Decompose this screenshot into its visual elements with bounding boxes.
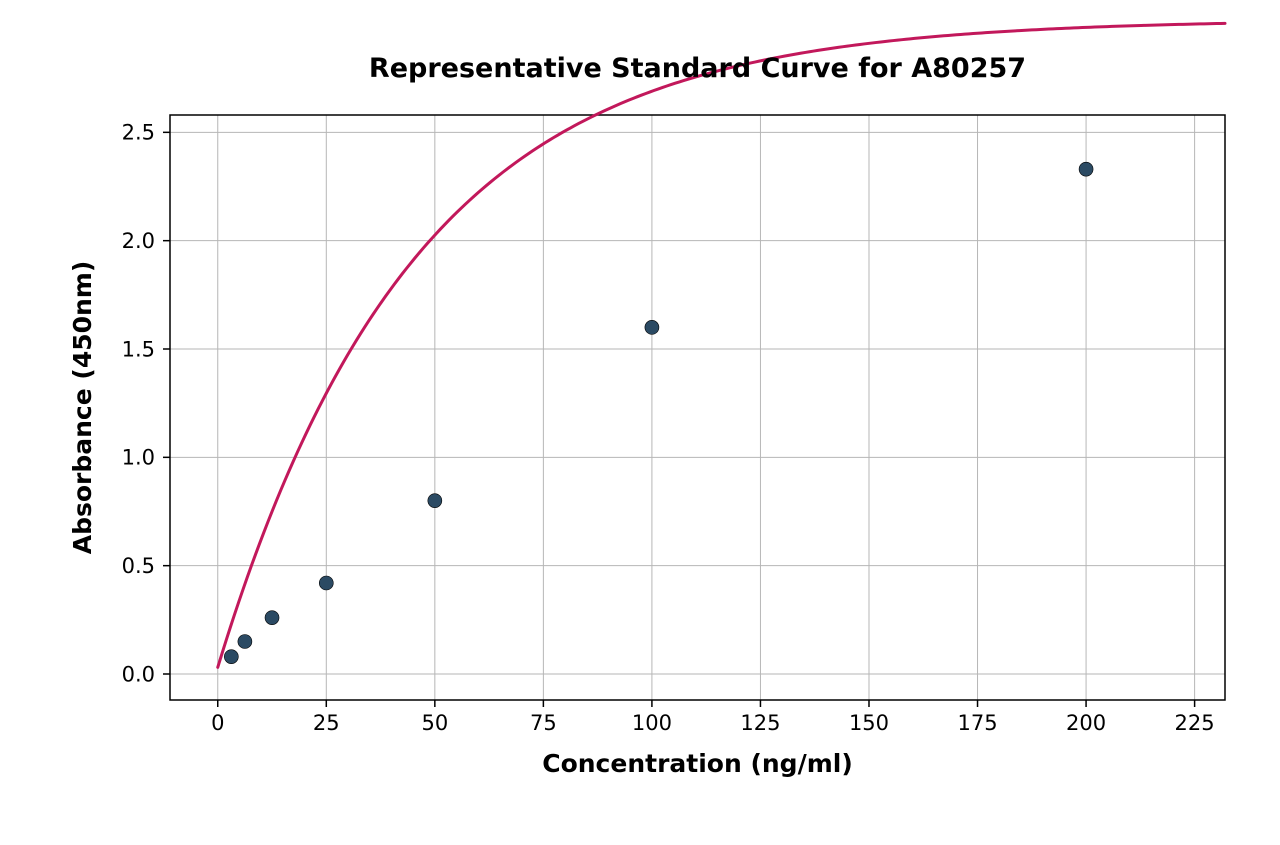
- x-tick-label: 150: [849, 711, 889, 735]
- y-tick-label: 1.0: [122, 446, 155, 470]
- x-tick-label: 0: [211, 711, 224, 735]
- data-point: [645, 320, 659, 334]
- data-points: [224, 162, 1093, 664]
- y-tick-label: 2.0: [122, 229, 155, 253]
- fit-curve: [218, 23, 1225, 667]
- data-point: [428, 494, 442, 508]
- y-tick-label: 0.0: [122, 662, 155, 686]
- grid-layer: [170, 115, 1225, 700]
- data-point: [265, 611, 279, 625]
- data-point: [319, 576, 333, 590]
- y-axis-label: Absorbance (450nm): [68, 261, 97, 555]
- data-point: [1079, 162, 1093, 176]
- x-tick-label: 25: [313, 711, 340, 735]
- x-axis-label: Concentration (ng/ml): [542, 749, 853, 778]
- standard-curve-chart: 0 25 50 75 100 125 150 175 200 225 0.0 0.5 1.0 1.5 2.…: [0, 0, 1280, 845]
- chart-container: 0 25 50 75 100 125 150 175 200 225 0.0 0.5 1.0 1.5 2.…: [0, 0, 1280, 845]
- x-tick-label: 225: [1175, 711, 1215, 735]
- x-tick-label: 50: [421, 711, 448, 735]
- x-ticks: 0 25 50 75 100 125 150 175 200 225: [211, 700, 1215, 735]
- data-point: [224, 650, 238, 664]
- x-tick-label: 200: [1066, 711, 1106, 735]
- plot-frame: [170, 115, 1225, 700]
- chart-title: Representative Standard Curve for A80257: [369, 53, 1026, 84]
- x-tick-label: 175: [957, 711, 997, 735]
- x-tick-label: 75: [530, 711, 557, 735]
- y-tick-label: 2.5: [122, 121, 155, 145]
- x-tick-label: 100: [632, 711, 672, 735]
- y-tick-label: 1.5: [122, 337, 155, 361]
- x-tick-label: 125: [740, 711, 780, 735]
- data-point: [238, 635, 252, 649]
- y-ticks: 0.0 0.5 1.0 1.5 2.0 2.5: [122, 121, 170, 687]
- y-tick-label: 0.5: [122, 554, 155, 578]
